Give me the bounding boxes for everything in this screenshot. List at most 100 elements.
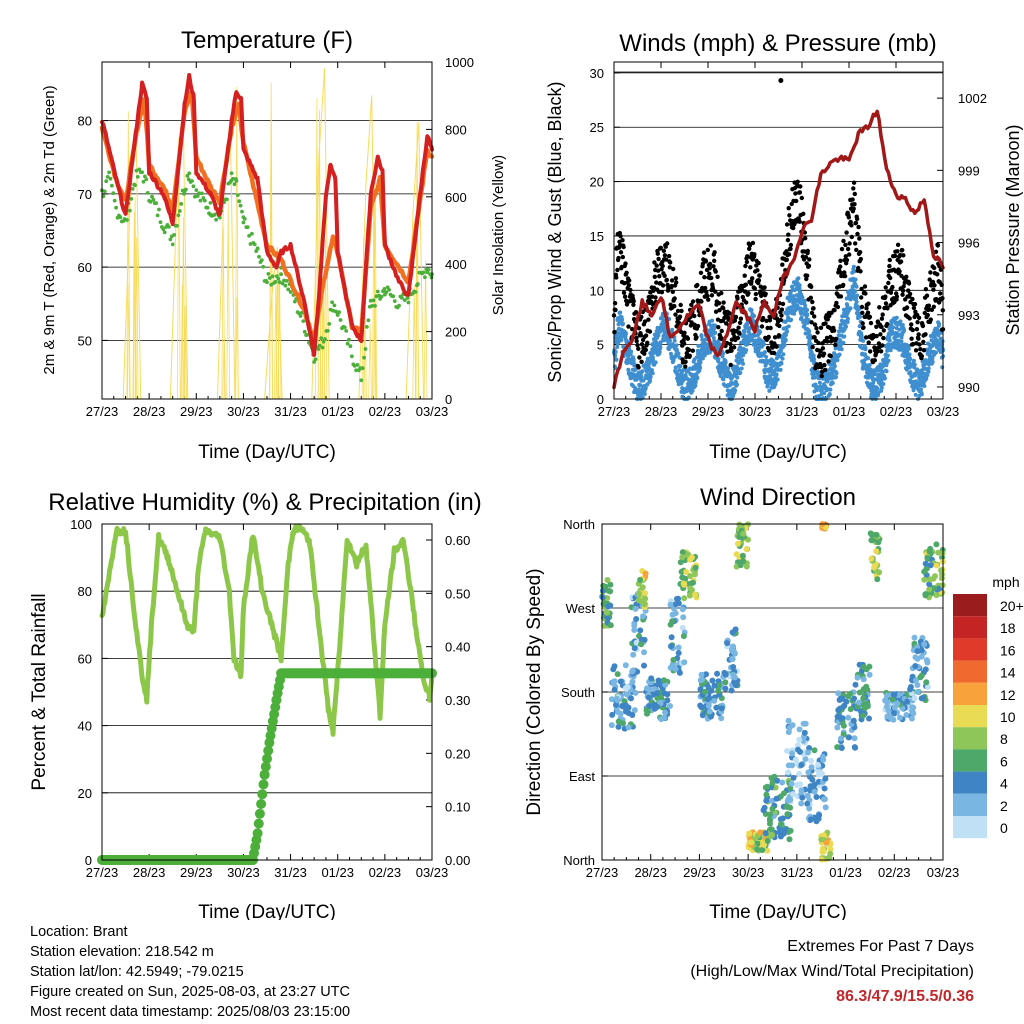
wind-sustained-point: [842, 334, 847, 339]
winds-ytick-label: 5: [597, 338, 604, 353]
wind-sustained-point: [740, 358, 745, 363]
wind-gust-point: [868, 349, 873, 354]
wind-gust-point: [806, 263, 812, 269]
wind_direction-xtick-label: 30/23: [732, 865, 765, 880]
direction-point: [646, 686, 653, 693]
wind-sustained-point: [651, 358, 656, 362]
wind-sustained-point: [884, 369, 889, 374]
direction-point: [834, 744, 841, 751]
wind-sustained-point: [781, 352, 786, 357]
direction-point: [807, 783, 814, 790]
direction-point: [692, 591, 699, 598]
wind-gust-point: [854, 216, 860, 222]
wind-gust-point: [853, 241, 858, 246]
dewpoint-point: [370, 304, 374, 308]
wind-gust-point: [786, 252, 792, 257]
speed-legend-label: 10: [1000, 709, 1016, 725]
wind-gust-point: [771, 350, 777, 356]
dewpoint-point: [231, 176, 236, 181]
wind-gust-point: [883, 285, 888, 290]
wind-gust-point: [627, 278, 632, 283]
wind-gust-point: [906, 281, 912, 286]
wind-gust-point: [854, 247, 859, 253]
wind-sustained-point: [886, 358, 891, 363]
wind-sustained-point: [761, 342, 766, 346]
speed-legend-swatch: [953, 594, 987, 617]
dewpoint-point: [330, 300, 334, 305]
wind-sustained-point: [827, 392, 832, 396]
dewpoint-point: [238, 203, 243, 208]
wind-gust-point: [681, 341, 687, 346]
direction-point: [933, 592, 940, 599]
wind-gust-point: [646, 317, 651, 322]
precip-point: [257, 789, 268, 800]
wind-gust-point: [669, 278, 675, 283]
wind-sustained-point: [871, 380, 876, 385]
wind-gust-point: [833, 336, 839, 342]
wind-gust-point: [624, 270, 629, 275]
direction-point: [764, 838, 771, 844]
wind-sustained-point: [625, 339, 630, 344]
wind-gust-point: [862, 284, 868, 289]
wind-gust-point: [618, 234, 623, 239]
wind-gust-point: [857, 236, 862, 241]
dewpoint-point: [392, 299, 397, 303]
wind-gust-point: [703, 259, 709, 264]
wind-gust-point: [841, 282, 846, 288]
wind-sustained-point: [806, 318, 811, 322]
direction-point: [914, 682, 921, 688]
wind-gust-point: [860, 321, 865, 326]
wind-gust-point: [633, 310, 639, 315]
direction-point: [614, 671, 621, 678]
dewpoint-point: [114, 205, 118, 210]
wind-sustained-point: [658, 345, 663, 350]
wind-gust-point: [885, 321, 890, 327]
direction-point: [890, 709, 897, 716]
wind-gust-point: [777, 323, 782, 329]
wind-gust-point: [805, 248, 810, 254]
wind-sustained-point: [812, 357, 817, 362]
dewpoint-point: [270, 274, 275, 279]
wind-gust-point: [682, 330, 687, 335]
wind-gust-point: [706, 297, 711, 302]
wind-sustained-point: [907, 352, 912, 357]
wind-gust-point: [729, 337, 735, 342]
wind-gust-point: [838, 264, 843, 269]
direction-point: [687, 573, 694, 579]
dewpoint-point: [197, 191, 202, 196]
humidity-xtick-label: 02/23: [369, 865, 402, 880]
dewpoint-point: [344, 329, 349, 333]
direction-point: [602, 583, 609, 590]
wind-gust-point: [847, 252, 852, 257]
wind-sustained-point: [911, 388, 916, 393]
dewpoint-point: [161, 227, 166, 232]
direction-point: [681, 659, 688, 666]
dewpoint-point: [298, 314, 303, 318]
wind-gust-point: [832, 308, 837, 313]
wind-sustained-point: [815, 385, 820, 390]
wind-gust-point: [900, 247, 905, 253]
wind-sustained-point: [741, 353, 746, 358]
direction-point: [804, 792, 811, 799]
wind-sustained-point: [742, 328, 747, 333]
direction-point: [739, 552, 746, 559]
direction-point: [778, 821, 784, 828]
wind-gust-point: [709, 293, 715, 298]
direction-point: [740, 558, 747, 565]
wind-sustained-point: [863, 347, 868, 352]
wind_direction-xtick-label: 01/23: [829, 865, 862, 880]
wind-sustained-point: [741, 361, 745, 366]
direction-point: [861, 705, 868, 712]
wind-sustained-point: [813, 375, 817, 380]
wind-gust-point: [711, 264, 716, 269]
wind-gust-point: [643, 347, 648, 353]
wind-sustained-point: [925, 350, 930, 355]
direction-point: [823, 839, 830, 846]
humidity-ytick-label: 60: [78, 651, 92, 666]
wind-sustained-point: [830, 381, 835, 385]
speed-legend-swatch: [953, 616, 987, 639]
wind-gust-point: [774, 344, 779, 349]
wind-sustained-point: [698, 365, 703, 370]
dewpoint-point: [375, 289, 380, 294]
direction-point: [611, 663, 618, 670]
